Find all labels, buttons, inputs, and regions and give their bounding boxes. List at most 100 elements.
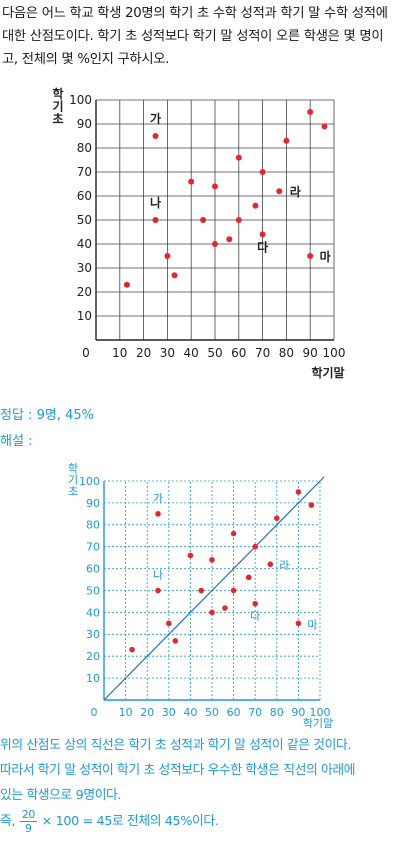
chart2-data-point [155,511,161,517]
chart1-point-label: 라 [290,184,301,199]
chart1-y-tick-label: 100 [69,93,92,107]
chart1-x-tick-label: 30 [160,346,175,360]
answer-label: 정답 : [0,408,33,423]
chart1-point-label: 마 [320,249,331,264]
chart2-x-axis-title: 학기말 [303,717,333,730]
chart1-data-point [226,236,233,243]
chart2-y-tick-label: 10 [86,672,100,685]
chart1-data-point [171,272,178,279]
chart1-data-point [212,183,218,190]
chart1-y-tick-label: 20 [77,285,92,299]
chart2-point-label: 가 [153,492,163,505]
chart1-y-tick-label: 10 [77,309,92,323]
chart1-data-point [235,217,242,223]
chart2-x-tick-label: 90 [291,706,305,719]
chart1-point-label: 가 [150,111,161,126]
chart2-point-label: 나 [153,569,163,582]
chart2-x-tick-label: 70 [248,706,262,719]
chart2-data-point [172,638,179,644]
chart2-data-point [198,587,204,594]
chart2-x-tick-label: 40 [183,706,197,719]
answer-line: 정답 : 9명, 45% [0,404,94,423]
solution-line-4: 즉, 20 9 × 100 = 45로 전체의 45%이다. [0,808,400,835]
chart1-y-tick-label: 50 [77,213,92,227]
chart2-data-point [295,620,302,627]
chart1-y-axis-title-char: 기 [52,99,63,114]
chart2-y-tick-label: 80 [86,519,100,532]
chart1-x-tick-label: 80 [279,346,294,360]
chart1-x-tick-label: 100 [323,346,346,360]
chart2-y-tick-label: 60 [86,562,100,575]
chart2-origin-label: 0 [91,706,98,719]
chart2-y-tick-label: 20 [86,650,100,663]
chart2-data-point [230,587,237,594]
solution-line-3: 있는 학생으로 9명이다. [0,788,122,803]
chart1-data-point [321,123,328,130]
fraction-denominator: 9 [25,822,32,835]
chart1-x-tick-label: 10 [112,346,127,360]
chart1-y-tick-label: 70 [77,165,92,179]
chart1-x-tick-label: 60 [231,346,246,360]
chart2-data-point [129,646,135,653]
chart2-data-point [166,620,172,627]
chart1-x-tick-label: 50 [207,346,222,360]
chart2-data-point [308,502,315,508]
chart2-y-tick-label: 40 [86,606,100,619]
chart2-point-label: 라 [279,559,289,572]
chart2-y-tick-label: 50 [86,584,100,597]
chart1-data-point [307,109,314,115]
chart2-data-point [252,600,258,607]
chart1-y-tick-label: 30 [77,261,92,275]
solution-line-2: 따라서 학기 말 성적이 학기 초 성적보다 우수한 학생은 직선의 아래에 [0,763,356,778]
chart2-y-tick-label: 100 [79,475,100,488]
chart1-x-tick-label: 20 [136,346,151,360]
chart1-data-point [307,253,314,259]
chart1-y-tick-label: 60 [77,189,92,203]
chart2-data-point [187,552,194,559]
solution-text: 위의 산점도 상의 직선은 학기 초 성적과 학기 말 성적이 같은 것이다. … [0,733,400,835]
chart2-y-axis-title-char: 초 [68,485,78,498]
chart2-x-tick-label: 100 [310,706,331,719]
chart2-equality-line [103,476,325,701]
chart1-data-point [200,217,207,223]
scatter-chart-solution: 10 20 30 40 50 60 70 80 90 100 10 20 30 40 50 60 70 80 90 1… [68,462,333,730]
chart1-data-point [252,202,259,209]
chart1-point-label: 나 [150,195,161,210]
chart2-y-tick-label: 90 [86,497,100,510]
chart1-data-point [152,133,159,139]
chart2-data-point [209,609,215,616]
chart2-x-tick-label: 80 [270,706,284,719]
chart1-y-axis-title-char: 학 [52,86,63,101]
chart2-y-axis-title-char: 기 [68,474,78,487]
chart1-data-point [152,217,159,223]
chart2-y-axis-title-char: 학 [68,462,78,475]
solution-line-4-prefix: 즉, [0,814,16,829]
chart1-data-point [259,231,266,238]
chart2-x-tick-label: 20 [140,706,154,719]
chart2-data-point [267,561,274,568]
chart1-y-tick-label: 40 [77,237,92,251]
chart2-data-point [222,605,228,611]
chart1-data-point [276,188,283,195]
chart2-data-point [295,489,302,495]
chart2-x-tick-label: 30 [162,706,176,719]
fraction-numerator: 20 [19,808,37,822]
chart2-point-label: 마 [307,618,317,631]
chart2-data-point [209,557,215,563]
chart1-x-tick-label: 90 [303,346,318,360]
chart1-y-tick-label: 80 [77,141,92,155]
chart1-y-tick-label: 90 [77,117,92,131]
chart1-x-axis-title: 학기말 [311,365,344,380]
chart1-data-point [259,169,266,175]
chart1-data-point [212,241,218,247]
chart2-point-label: 다 [250,610,260,623]
chart1-data-point [283,137,290,144]
chart2-x-tick-label: 60 [227,706,241,719]
solution-label: 해설 : [0,434,33,449]
chart2-data-point [155,587,161,594]
chart2-x-tick-label: 10 [119,706,133,719]
chart1-data-point [188,178,195,185]
solution-line-4-suffix: × 100 = 45로 전체의 45%이다. [41,814,219,829]
chart1-x-tick-label: 40 [184,346,199,360]
fraction: 20 9 [19,808,37,835]
